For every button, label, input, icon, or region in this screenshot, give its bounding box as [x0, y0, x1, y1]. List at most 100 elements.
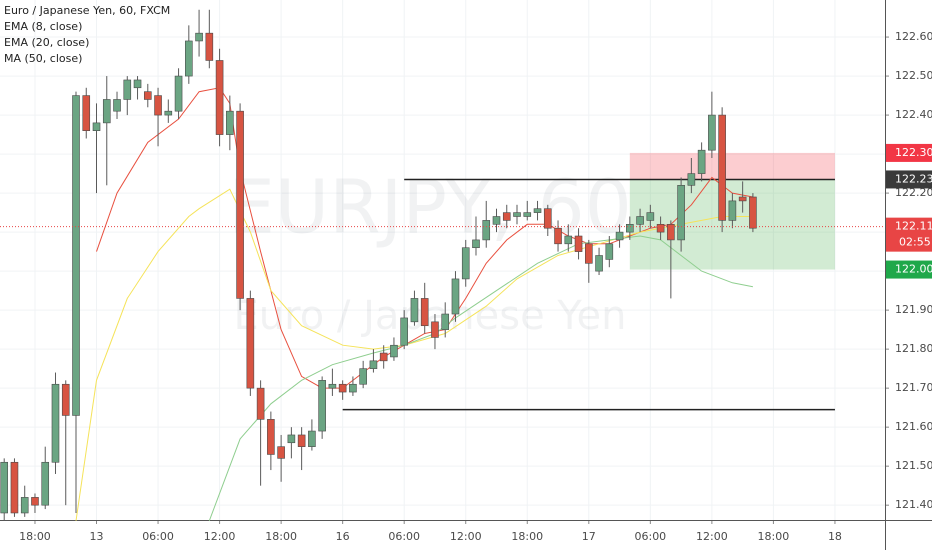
candle-body	[10, 461, 19, 514]
price-label-box	[886, 143, 932, 162]
candle-body	[205, 32, 214, 61]
candle-body	[718, 114, 726, 221]
candle-body	[400, 317, 408, 346]
candle-body	[728, 200, 737, 221]
y-tick-label: 121.500	[895, 459, 932, 472]
price-label: 122.004	[895, 263, 932, 276]
price-label: 122.235	[895, 172, 932, 185]
x-tick-label: 18:00	[758, 530, 790, 543]
candle-body	[502, 212, 511, 221]
candle-body	[451, 278, 460, 315]
candle-body	[82, 95, 91, 131]
candle-body	[420, 298, 429, 327]
candle-body	[133, 79, 142, 89]
x-tick-label: 06:00	[142, 530, 174, 543]
candle-body	[574, 235, 583, 252]
y-tick-label: 122.500	[895, 69, 932, 82]
candle-body	[441, 313, 450, 330]
legend-entry: EMA (20, close)	[4, 36, 89, 49]
candle-body	[533, 208, 542, 213]
y-tick-label: 121.700	[895, 381, 932, 394]
candle-body	[410, 298, 419, 323]
candle-body	[738, 196, 747, 202]
candle-body	[0, 461, 9, 514]
x-tick-label: 18:00	[265, 530, 297, 543]
candle-body	[513, 212, 521, 217]
candle-body	[164, 110, 173, 116]
candle-body	[102, 99, 111, 124]
candle-body	[328, 383, 337, 389]
candle-body	[595, 255, 603, 272]
x-tick-label: 06:00	[634, 530, 666, 543]
candle-body	[318, 380, 326, 432]
candle-body	[226, 110, 234, 135]
candle-body	[31, 497, 39, 506]
candle-body	[605, 243, 614, 260]
candle-body	[369, 360, 378, 369]
candle-body	[92, 122, 101, 131]
candle-body	[687, 173, 696, 186]
candle-body	[185, 40, 193, 77]
candle-body	[636, 216, 644, 225]
y-tick-label: 122.400	[895, 108, 932, 121]
x-tick-label: 13	[90, 530, 104, 543]
y-tick-label: 121.900	[895, 303, 932, 316]
x-tick-label: 12:00	[204, 530, 236, 543]
candle-body	[236, 110, 244, 299]
candle-body	[20, 497, 29, 514]
candle-body	[379, 352, 388, 362]
candle-body	[123, 79, 132, 100]
candle-body	[113, 99, 121, 112]
candle-body	[431, 321, 439, 338]
legend-entry: MA (50, close)	[4, 52, 82, 65]
candle-body	[41, 461, 50, 506]
candle-body	[543, 208, 552, 229]
y-tick-label: 121.800	[895, 342, 932, 355]
candle-body	[267, 419, 275, 455]
price-label: 122.114	[895, 220, 932, 233]
candle-body	[51, 383, 60, 463]
price-label-box	[886, 217, 932, 252]
candle-body	[677, 184, 685, 241]
candle-body	[277, 446, 285, 459]
candle-body	[523, 212, 532, 217]
candle-body	[308, 430, 316, 447]
x-tick-label: 06:00	[388, 530, 420, 543]
x-tick-label: 18	[828, 530, 842, 543]
x-tick-label: 16	[336, 530, 350, 543]
candle-body	[554, 227, 562, 245]
candle-body	[697, 149, 706, 174]
candle-body	[61, 383, 70, 416]
candle-body	[626, 224, 634, 233]
candle-body	[667, 224, 675, 241]
candle-body	[564, 235, 573, 245]
candle-body	[615, 231, 624, 241]
y-tick-label: 122.200	[895, 186, 932, 199]
price-label-box	[886, 170, 932, 189]
price-label-box	[886, 260, 932, 279]
y-tick-label: 121.400	[895, 498, 932, 511]
candle-body	[359, 368, 367, 385]
price-label: 122.303	[895, 146, 932, 159]
candle-body	[472, 239, 480, 249]
candle-body	[349, 383, 357, 393]
y-tick-label: 122.600	[895, 30, 932, 43]
x-tick-label: 12:00	[450, 530, 482, 543]
candle-body	[492, 216, 501, 225]
x-tick-label: 18:00	[511, 530, 543, 543]
candle-body	[154, 95, 162, 116]
candle-body	[256, 387, 265, 420]
candle-body	[749, 196, 757, 229]
candle-body	[215, 60, 224, 135]
y-tick-label: 121.600	[895, 420, 932, 433]
x-tick-label: 18:00	[19, 530, 51, 543]
candle-body	[482, 220, 491, 241]
x-tick-label: 12:00	[696, 530, 728, 543]
candle-body	[390, 344, 398, 358]
x-tick-label: 17	[582, 530, 596, 543]
candle-body	[72, 95, 80, 416]
candle-body	[461, 247, 470, 280]
candle-body	[246, 298, 255, 389]
grid	[0, 0, 885, 520]
